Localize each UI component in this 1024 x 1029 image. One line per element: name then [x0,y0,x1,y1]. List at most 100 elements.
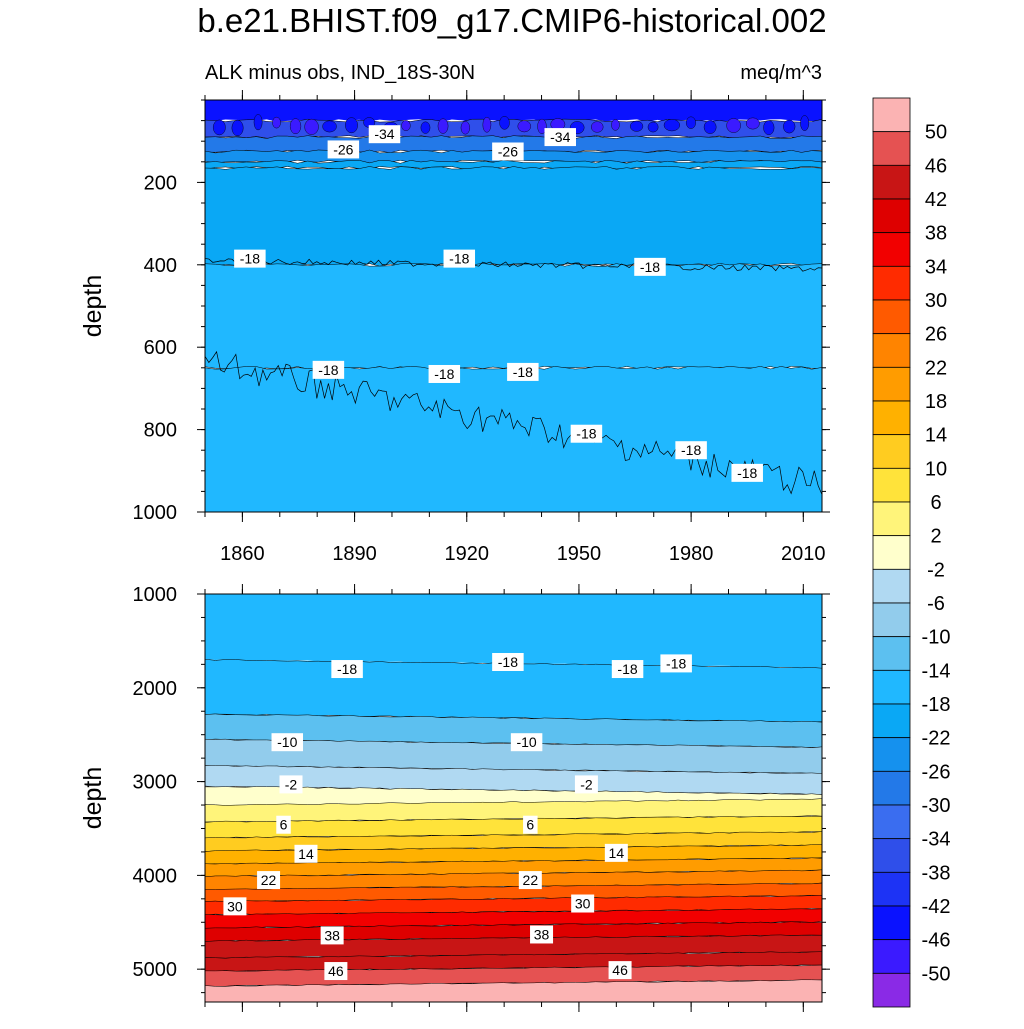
contour-cell [783,119,796,134]
contour-cell [437,118,449,134]
colorbar-label: 46 [925,155,947,177]
svg-text:-34: -34 [374,126,394,142]
svg-text:38: 38 [534,926,550,942]
svg-text:46: 46 [328,963,344,979]
top-panel: -34 -26 -26 -34 -18 -18 -18 -18 -18 -18 -18 -18 -18 2… [79,90,830,565]
svg-text:-18: -18 [681,442,701,458]
y-axis-label: depth [79,275,107,338]
colorbar-swatch [872,770,911,806]
contour-cell [611,119,620,131]
contour-label: -18 [428,364,461,383]
colorbar-swatch [872,366,911,402]
contour-cell [703,120,717,134]
x-tick-label: 1920 [445,543,490,565]
colorbar-swatch [872,467,911,503]
y-tick-label: 400 [144,255,177,277]
svg-text:-18: -18 [449,251,469,267]
colorbar-label: -30 [922,795,951,817]
contour-cell [304,118,319,135]
svg-text:22: 22 [261,872,277,888]
svg-text:-10: -10 [516,734,536,750]
contour-label: 6 [276,815,291,834]
contour-cell [212,119,226,136]
x-tick-label: 1950 [557,543,602,565]
contour-cell [289,118,302,135]
colorbar-label: 10 [925,458,947,480]
contour-label: 30 [571,894,595,913]
colorbar: 50 46 42 38 34 30 26 22 18 14 10 6 2 -2 -6 -10 -14 -18 -22… [872,97,951,1008]
contour-line [205,257,822,272]
y-tick-label: 200 [144,172,177,194]
contour-label: -18 [675,441,707,460]
contour-label: -18 [507,362,539,381]
colorbar-swatch [872,703,911,739]
colorbar-swatch [872,434,911,469]
svg-text:-26: -26 [498,144,518,160]
contour-cell [322,120,337,133]
svg-text:46: 46 [612,962,628,978]
colorbar-swatch [872,636,911,671]
contour-band [205,934,822,959]
colorbar-label: -10 [922,627,951,649]
svg-text:-26: -26 [333,141,353,157]
bottom-panel: -18 -18 -18 -18 -10 -10 -2 -2 6 6 14 14 22 22 30 30 38 38… [79,584,830,1012]
svg-text:-18: -18 [498,654,518,670]
svg-text:-18: -18 [240,251,260,267]
contour-cell [663,119,680,132]
colorbar-swatch [872,97,911,133]
colorbar-swatch [872,400,911,436]
x-tick-label: 1980 [669,543,714,565]
contour-label: 22 [257,871,281,890]
contour-label: 30 [223,897,247,916]
colorbar-label: -34 [922,829,951,851]
contour-label: -10 [510,733,543,752]
svg-text:14: 14 [609,845,625,861]
svg-text:22: 22 [523,872,539,888]
contour-cell [746,117,760,130]
colorbar-label: -26 [922,761,951,783]
svg-text:30: 30 [575,896,591,912]
contour-label: 46 [324,962,348,981]
contour-label: -18 [611,660,644,679]
contour-cell [763,120,775,135]
contour-band [205,594,822,669]
contour-cell [253,114,263,131]
contour-cell [630,120,644,132]
contour-cell [345,117,358,134]
svg-text:-18: -18 [617,661,637,677]
colorbar-swatch [872,501,911,537]
colorbar-label: -18 [922,694,951,716]
contour-cell [499,116,510,130]
contour-label: 22 [518,871,542,890]
svg-text:30: 30 [227,898,243,914]
contour-label: -34 [544,128,576,147]
contour-cell [231,119,244,137]
contour-cell [590,121,604,133]
contour-band [205,263,822,370]
y-tick-label: 5000 [133,959,178,981]
contour-label: 14 [294,844,318,863]
contour-cell [647,121,659,133]
colorbar-swatch [872,939,911,974]
contour-cell [517,120,531,133]
svg-text:-18: -18 [737,465,757,481]
svg-text:6: 6 [280,817,288,833]
contour-cell [537,118,547,134]
contour-label: -18 [660,654,692,673]
contour-label: -18 [234,249,266,268]
contour-label: -18 [331,660,363,679]
contour-band [205,815,822,839]
contour-label: -18 [731,463,763,482]
contour-band [205,100,822,123]
svg-text:-18: -18 [576,426,596,442]
contour-cell [272,116,281,129]
contour-label: -18 [312,360,345,379]
x-tick-label: 2010 [781,543,826,565]
colorbar-label: 2 [930,526,941,548]
svg-text:-18: -18 [666,655,686,671]
units-label: meq/m^3 [740,62,822,84]
colorbar-swatch [872,838,911,873]
x-tick-label: 1890 [332,543,377,565]
contour-label: 46 [608,961,632,980]
colorbar-label: 42 [925,189,947,211]
